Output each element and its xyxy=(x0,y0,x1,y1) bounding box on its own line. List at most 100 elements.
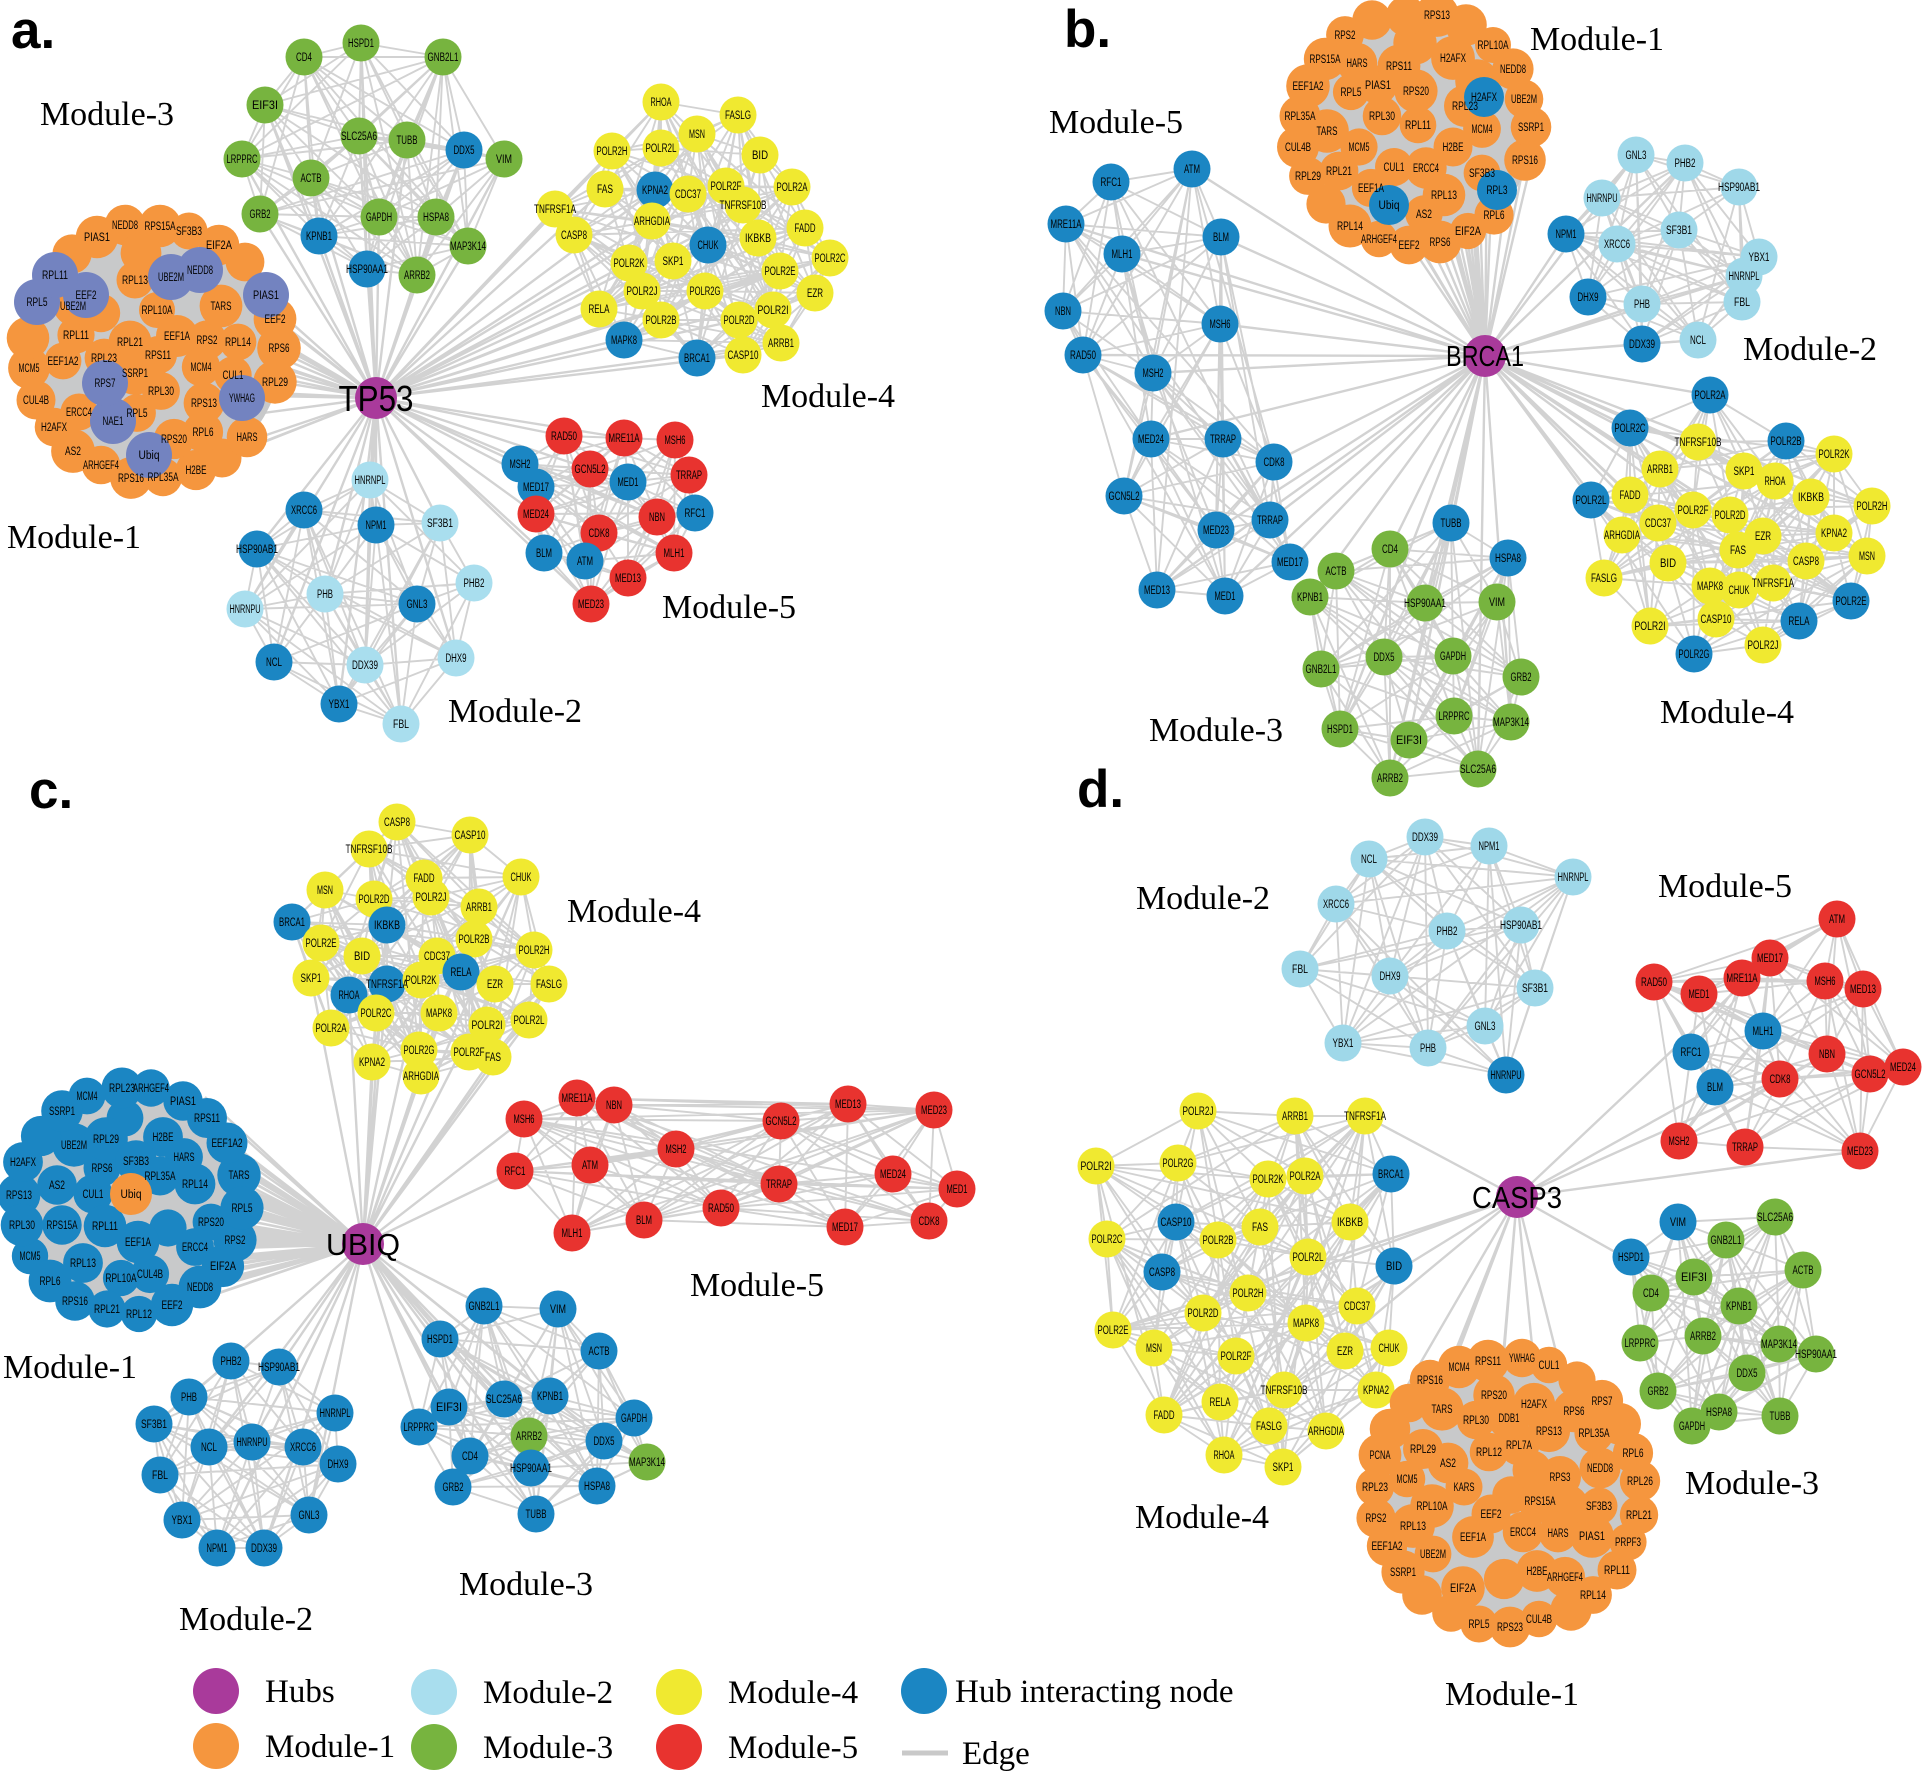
svg-text:H2AFX: H2AFX xyxy=(41,422,67,434)
svg-text:Module-3: Module-3 xyxy=(40,96,174,133)
svg-text:POLR2L: POLR2L xyxy=(1293,1252,1324,1264)
svg-text:CUL4B: CUL4B xyxy=(23,395,49,407)
svg-text:PIAS1: PIAS1 xyxy=(170,1096,196,1108)
svg-text:BRCA1: BRCA1 xyxy=(279,917,305,929)
svg-text:TNFRSF1A: TNFRSF1A xyxy=(366,979,408,991)
svg-text:CUL1: CUL1 xyxy=(83,1189,104,1201)
svg-text:GRB2: GRB2 xyxy=(250,209,271,221)
svg-text:Module-1: Module-1 xyxy=(3,1349,137,1386)
svg-text:MED1: MED1 xyxy=(1689,989,1710,1001)
svg-text:SSRP1: SSRP1 xyxy=(49,1106,75,1118)
svg-text:CASP8: CASP8 xyxy=(1149,1267,1175,1279)
svg-text:POLR2H: POLR2H xyxy=(1233,1288,1264,1300)
svg-text:c.: c. xyxy=(29,761,73,820)
svg-text:Module-5: Module-5 xyxy=(690,1267,824,1304)
svg-text:RPL35A: RPL35A xyxy=(148,472,179,484)
svg-text:NBN: NBN xyxy=(1819,1049,1835,1061)
svg-text:MED1: MED1 xyxy=(947,1184,968,1196)
svg-text:HSPA8: HSPA8 xyxy=(1495,553,1521,565)
svg-text:POLR2K: POLR2K xyxy=(614,258,645,270)
svg-text:H2BE: H2BE xyxy=(1527,1566,1548,1578)
svg-text:UBE2M: UBE2M xyxy=(1420,1549,1446,1561)
svg-text:AS2: AS2 xyxy=(1440,1458,1456,1470)
svg-text:CHUK: CHUK xyxy=(698,240,719,252)
svg-text:PIAS1: PIAS1 xyxy=(1365,80,1391,92)
svg-text:RHOA: RHOA xyxy=(1765,476,1786,488)
svg-text:SF3B1: SF3B1 xyxy=(1666,225,1692,237)
svg-text:EZR: EZR xyxy=(1755,531,1771,543)
svg-text:NPM1: NPM1 xyxy=(1479,841,1500,853)
svg-text:CHUK: CHUK xyxy=(511,872,532,884)
svg-text:RPS2: RPS2 xyxy=(225,1235,246,1247)
svg-text:GNB2L1: GNB2L1 xyxy=(428,52,459,64)
svg-text:SSRP1: SSRP1 xyxy=(1518,122,1544,134)
svg-text:NCL: NCL xyxy=(201,1442,217,1454)
svg-text:BLM: BLM xyxy=(1213,232,1229,244)
svg-text:Module-2: Module-2 xyxy=(483,1675,613,1711)
svg-text:RELA: RELA xyxy=(1789,616,1810,628)
svg-text:NPM1: NPM1 xyxy=(366,520,387,532)
svg-text:HSP90AA1: HSP90AA1 xyxy=(1404,598,1446,610)
svg-text:NEDD8: NEDD8 xyxy=(112,220,138,232)
svg-text:RPL10A: RPL10A xyxy=(1478,40,1509,52)
svg-text:RPS6: RPS6 xyxy=(1430,237,1451,249)
svg-text:RHOA: RHOA xyxy=(1214,1450,1235,1462)
svg-text:POLR2C: POLR2C xyxy=(1615,423,1646,435)
svg-text:TUBB: TUBB xyxy=(1441,518,1462,530)
svg-text:SF3B1: SF3B1 xyxy=(427,518,453,530)
svg-text:ARHGDIA: ARHGDIA xyxy=(1604,530,1640,542)
svg-text:POLR2B: POLR2B xyxy=(459,934,490,946)
svg-text:CASP10: CASP10 xyxy=(455,830,486,842)
svg-text:NCL: NCL xyxy=(266,657,282,669)
svg-text:Ubiq: Ubiq xyxy=(1379,200,1400,212)
svg-text:POLR2B: POLR2B xyxy=(646,315,677,327)
svg-text:RPS2: RPS2 xyxy=(1335,30,1356,42)
svg-text:MED24: MED24 xyxy=(523,509,549,521)
svg-text:RPL21: RPL21 xyxy=(1626,1510,1652,1522)
svg-text:RPL11: RPL11 xyxy=(42,270,68,282)
svg-text:NPM1: NPM1 xyxy=(1556,229,1577,241)
svg-text:Module-3: Module-3 xyxy=(1149,712,1283,749)
svg-text:EEF1A2: EEF1A2 xyxy=(48,356,79,368)
svg-text:MAP3K14: MAP3K14 xyxy=(450,241,486,253)
svg-text:LRPPRC: LRPPRC xyxy=(227,154,258,166)
svg-text:MED1: MED1 xyxy=(618,477,639,489)
svg-text:BID: BID xyxy=(1660,558,1676,570)
svg-text:RELA: RELA xyxy=(589,304,610,316)
svg-text:HARS: HARS xyxy=(1548,1528,1569,1540)
svg-text:ARRB2: ARRB2 xyxy=(516,1431,542,1443)
svg-text:AS2: AS2 xyxy=(49,1180,65,1192)
svg-text:POLR2G: POLR2G xyxy=(404,1045,435,1057)
svg-text:FADD: FADD xyxy=(1154,1410,1175,1422)
svg-text:GAPDH: GAPDH xyxy=(621,1413,647,1425)
svg-text:RPL14: RPL14 xyxy=(182,1179,208,1191)
svg-text:MED13: MED13 xyxy=(835,1099,861,1111)
svg-text:HSPD1: HSPD1 xyxy=(427,1334,453,1346)
svg-text:YBX1: YBX1 xyxy=(172,1515,193,1527)
svg-text:TARS: TARS xyxy=(229,1170,250,1182)
svg-text:Module-5: Module-5 xyxy=(1658,868,1792,905)
svg-text:GNL3: GNL3 xyxy=(407,599,428,611)
svg-text:MED17: MED17 xyxy=(1277,557,1303,569)
svg-text:PHB: PHB xyxy=(317,589,333,601)
svg-text:RPL6: RPL6 xyxy=(40,1276,61,1288)
svg-text:BID: BID xyxy=(752,150,768,162)
svg-text:RPL6: RPL6 xyxy=(193,427,214,439)
svg-text:NCL: NCL xyxy=(1690,335,1706,347)
svg-text:PHB2: PHB2 xyxy=(464,578,485,590)
svg-text:HARS: HARS xyxy=(237,432,258,444)
svg-text:HNRNPU: HNRNPU xyxy=(237,1437,268,1449)
svg-text:EEF1A: EEF1A xyxy=(1460,1532,1486,1544)
svg-text:MCM5: MCM5 xyxy=(19,363,40,375)
svg-text:Module-1: Module-1 xyxy=(1445,1676,1579,1713)
svg-text:EIF3I: EIF3I xyxy=(1681,1272,1707,1284)
svg-text:RPS15A: RPS15A xyxy=(47,1220,78,1232)
svg-text:ARHGEF4: ARHGEF4 xyxy=(1547,1572,1583,1584)
svg-text:H2BE: H2BE xyxy=(1443,142,1464,154)
svg-text:FASLG: FASLG xyxy=(1256,1421,1282,1433)
svg-text:FAS: FAS xyxy=(1252,1222,1268,1234)
svg-text:GCN5L2: GCN5L2 xyxy=(1109,491,1140,503)
svg-text:PHB2: PHB2 xyxy=(1437,926,1458,938)
svg-text:TUBB: TUBB xyxy=(1770,1411,1791,1423)
svg-text:RPL11: RPL11 xyxy=(92,1221,118,1233)
